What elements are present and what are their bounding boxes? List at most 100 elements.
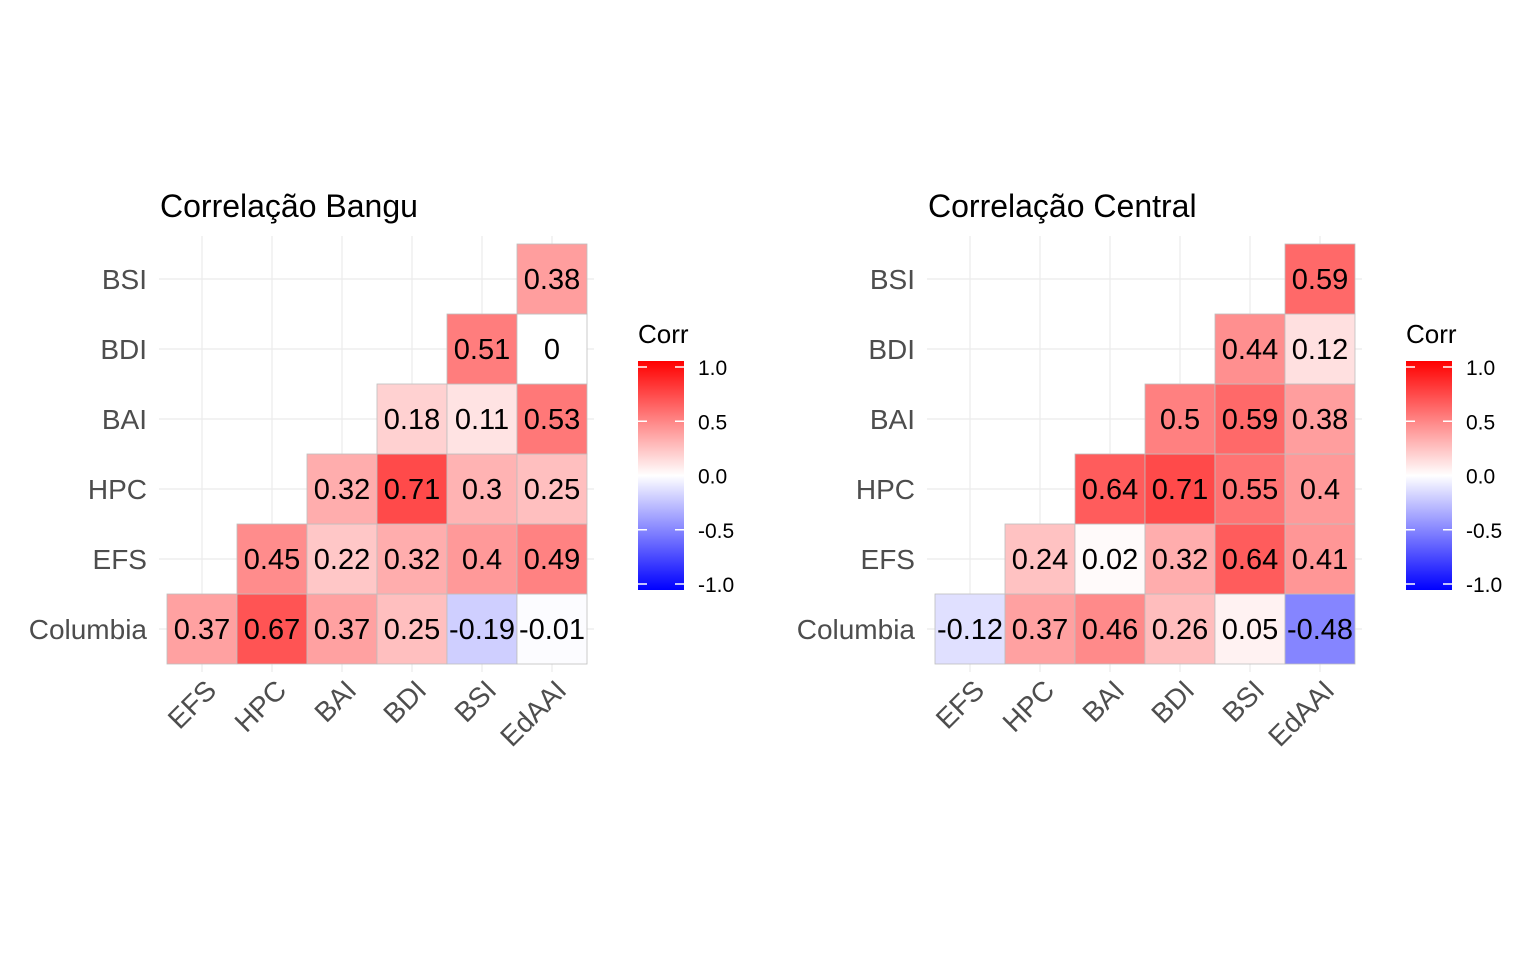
heatmap-cell-efs-hpc: [236, 523, 308, 595]
cell-label: -0.48: [1287, 614, 1353, 646]
heatmap-cell-bdi-edaai: [516, 313, 588, 385]
heatmap-cell-hpc-bsi: [446, 453, 518, 525]
y-tick-label: BSI: [870, 264, 915, 295]
y-tick-label: BDI: [100, 334, 147, 365]
heatmap-panel-bangu: Correlação Bangu 0.37 0.67 0.37 0.25 -0.19 -0.…: [29, 188, 734, 752]
heatmap-cell-efs-bai: [1074, 523, 1146, 595]
cell-label: 0.59: [1222, 404, 1278, 436]
cell-label: 0.32: [1152, 544, 1208, 576]
cell-label: 0.4: [1300, 474, 1340, 506]
x-tick-label: BSI: [1216, 674, 1270, 728]
heatmap-cell-efs-hpc: [1004, 523, 1076, 595]
cell-label: 0.53: [524, 404, 580, 436]
x-tick-label: EFS: [162, 674, 222, 734]
y-tick-label: BDI: [868, 334, 915, 365]
heatmap-cell-hpc-edaai: [1284, 453, 1356, 525]
cell-label: 0.37: [314, 614, 370, 646]
y-tick-label: EFS: [861, 544, 915, 575]
cell-label: -0.19: [449, 614, 515, 646]
heatmap-cell-efs-bai: [306, 523, 378, 595]
cell-label: 0.32: [314, 474, 370, 506]
heatmap-cell-hpc-bsi: [1214, 453, 1286, 525]
heatmap-cell-bai-bdi: [1144, 383, 1216, 455]
heatmap-cell-bai-bsi: [1214, 383, 1286, 455]
cell-label: 0.25: [384, 614, 440, 646]
cell-label: 0.67: [244, 614, 300, 646]
chart-title: Correlação Bangu: [160, 188, 418, 224]
chart-title: Correlação Central: [928, 188, 1197, 224]
x-tick-label: BDI: [377, 674, 432, 729]
heatmap-cell-hpc-edaai: [516, 453, 588, 525]
heatmap-cell-columbia-edaai: [1284, 593, 1356, 665]
y-tick-label: EFS: [93, 544, 147, 575]
heatmap-cell-hpc-bdi: [376, 453, 448, 525]
heatmap-cell-efs-edaai: [516, 523, 588, 595]
heatmap-cell-columbia-hpc: [236, 593, 308, 665]
cell-label: -0.01: [519, 614, 585, 646]
legend-tick-label: 1.0: [698, 357, 727, 380]
cell-label: 0.25: [524, 474, 580, 506]
cell-label: 0: [544, 334, 560, 366]
x-tick-label: HPC: [997, 674, 1061, 738]
heatmap-cell-columbia-bsi: [1214, 593, 1286, 665]
heatmap-tiles: -0.12 0.37 0.46 0.26 0.05 -0.48 0.24 0.02 0.32 0.…: [934, 243, 1356, 665]
legend-title: Corr: [1406, 319, 1457, 349]
cell-label: 0.11: [455, 404, 509, 436]
y-tick-label: Columbia: [797, 614, 916, 645]
legend-tick-label: 0.5: [698, 411, 727, 434]
heatmap-cell-bsi-edaai: [1284, 243, 1356, 315]
heatmap-cell-bdi-bsi: [1214, 313, 1286, 385]
x-tick-label: BAI: [1076, 674, 1130, 728]
y-tick-label: HPC: [88, 474, 147, 505]
heatmap-cell-columbia-bdi: [1144, 593, 1216, 665]
heatmap-cell-columbia-bsi: [446, 593, 518, 665]
heatmap-cell-bai-edaai: [516, 383, 588, 455]
cell-label: 0.18: [384, 404, 440, 436]
heatmap-cell-hpc-bai: [1074, 453, 1146, 525]
heatmap-cell-bai-bsi: [446, 383, 518, 455]
color-legend: Corr 1.0 0.5 0.0 -0.5 -1.0: [638, 319, 734, 597]
cell-label: 0.64: [1222, 544, 1278, 576]
y-tick-label: BAI: [102, 404, 147, 435]
cell-label: 0.46: [1082, 614, 1138, 646]
cell-label: 0.26: [1152, 614, 1208, 646]
legend-tick-label: 0.0: [698, 466, 727, 489]
heatmap-cell-columbia-bai: [1074, 593, 1146, 665]
legend-tick-label: 1.0: [1466, 357, 1495, 380]
color-legend: Corr 1.0 0.5 0.0 -0.5 -1.0: [1406, 319, 1502, 597]
cell-label: 0.37: [174, 614, 230, 646]
cell-label: 0.5: [1160, 404, 1200, 436]
legend-tick-label: -1.0: [1466, 574, 1502, 597]
x-tick-label: BDI: [1145, 674, 1200, 729]
legend-title: Corr: [638, 319, 689, 349]
cell-label: 0.24: [1012, 544, 1068, 576]
legend-tick-label: 0.5: [1466, 411, 1495, 434]
heatmap-cell-efs-edaai: [1284, 523, 1356, 595]
cell-label: 0.45: [244, 544, 300, 576]
x-tick-label: BSI: [448, 674, 502, 728]
cell-label: 0.71: [1152, 474, 1208, 506]
cell-label: 0.55: [1222, 474, 1278, 506]
heatmap-cell-hpc-bdi: [1144, 453, 1216, 525]
cell-label: 0.51: [454, 334, 510, 366]
y-tick-label: HPC: [856, 474, 915, 505]
cell-label: 0.32: [384, 544, 440, 576]
cell-label: 0.41: [1292, 544, 1348, 576]
cell-label: 0.64: [1082, 474, 1138, 506]
cell-label: 0.4: [462, 544, 502, 576]
x-tick-label: HPC: [229, 674, 293, 738]
heatmap-cell-bsi-edaai: [516, 243, 588, 315]
heatmap-cell-bai-edaai: [1284, 383, 1356, 455]
legend-tick-label: -1.0: [698, 574, 734, 597]
heatmap-tiles: 0.37 0.67 0.37 0.25 -0.19 -0.01 0.45 0.22 0.32 0.…: [166, 243, 588, 665]
heatmap-panel-central: Correlação Central-0.12 0.37 0.46 0.26 0.05-…: [797, 188, 1502, 752]
heatmap-cell-columbia-efs: [166, 593, 238, 665]
legend-tick-label: -0.5: [1466, 520, 1502, 543]
cell-label: -0.12: [937, 614, 1003, 646]
cell-label: 0.12: [1292, 334, 1348, 366]
y-tick-label: BSI: [102, 264, 147, 295]
cell-label: 0.71: [384, 474, 440, 506]
cell-label: 0.38: [524, 264, 580, 296]
heatmap-cell-columbia-hpc: [1004, 593, 1076, 665]
